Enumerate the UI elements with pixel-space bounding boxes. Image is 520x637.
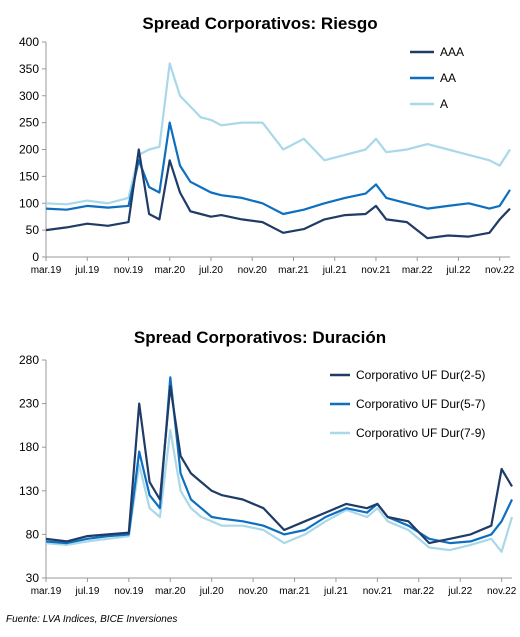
legend-label: AAA	[440, 45, 464, 59]
x-tick-label: jul.19	[74, 586, 99, 597]
series-line-1	[45, 148, 511, 240]
x-tick-label: mar.21	[278, 265, 309, 276]
legend-label: AA	[440, 71, 456, 85]
series-line-1	[45, 385, 513, 545]
y-tick-label: 280	[19, 353, 39, 367]
y-tick-label: 400	[19, 35, 39, 49]
y-tick-label: 350	[19, 62, 39, 76]
legend-label: A	[440, 97, 448, 111]
x-tick-label: mar.21	[279, 586, 310, 597]
legend-label: Corporativo UF Dur(2-5)	[356, 368, 485, 382]
x-tick-label: jul.22	[447, 586, 472, 597]
chart-riesgo-svg: 0 50 100 150 200 250 300 350 400 mar.19 jul.19 nov.…	[19, 35, 515, 276]
y-tick-label: 100	[19, 196, 39, 210]
y-tick-label: 300	[19, 89, 39, 103]
x-tick-label: jul.21	[323, 586, 348, 597]
x-tick-label: nov.19	[114, 586, 144, 597]
y-tick-label: 130	[19, 484, 39, 498]
series-line-2	[45, 376, 513, 545]
x-tick-label: mar.22	[404, 586, 435, 597]
x-tick-label: nov.21	[361, 265, 391, 276]
chart-duracion-svg: 30 80 130 180 230 280 mar.19 jul.19 nov.19 mar.20…	[19, 353, 517, 597]
y-tick-label: 150	[19, 169, 39, 183]
y-tick-label: 30	[26, 571, 40, 585]
x-tick-label: jul.20	[199, 586, 224, 597]
x-tick-label: mar.22	[402, 265, 433, 276]
x-tick-label: nov.20	[238, 265, 268, 276]
source-note: Fuente: LVA Indices, BICE Inversiones	[6, 614, 178, 625]
y-tick-label: 200	[19, 143, 39, 157]
x-tick-label: nov.19	[114, 265, 144, 276]
series-line-3	[45, 428, 514, 553]
chart-title: Spread Corporativos: Riesgo	[142, 14, 378, 33]
x-tick-label: mar.19	[31, 265, 62, 276]
chart-riesgo: Spread Corporativos: Riesgo 0 50 100 150 200…	[0, 0, 520, 300]
x-tick-label: jul.22	[445, 265, 470, 276]
x-tick-label: jul.19	[74, 265, 99, 276]
x-tick-label: jul.20	[198, 265, 223, 276]
x-tick-label: nov.22	[485, 265, 515, 276]
y-tick-label: 80	[26, 527, 40, 541]
y-tick-label: 0	[32, 250, 39, 264]
y-tick-label: 180	[19, 440, 39, 454]
y-tick-label: 50	[26, 223, 40, 237]
chart-title: Spread Corporativos: Duración	[133, 328, 387, 347]
chart-duracion: Spread Corporativos: Duración 30 80 130 180…	[0, 320, 520, 610]
x-tick-label: nov.22	[487, 586, 517, 597]
legend-label: Corporativo UF Dur(7-9)	[356, 426, 485, 440]
y-tick-label: 230	[19, 397, 39, 411]
y-tick-label: 250	[19, 116, 39, 130]
x-tick-label: nov.20	[238, 586, 268, 597]
x-tick-label: nov.21	[363, 586, 393, 597]
legend-label: Corporativo UF Dur(5-7)	[356, 397, 485, 411]
x-tick-label: mar.19	[31, 586, 62, 597]
x-tick-label: mar.20	[154, 265, 185, 276]
x-tick-label: mar.20	[155, 586, 186, 597]
x-tick-label: jul.21	[322, 265, 347, 276]
